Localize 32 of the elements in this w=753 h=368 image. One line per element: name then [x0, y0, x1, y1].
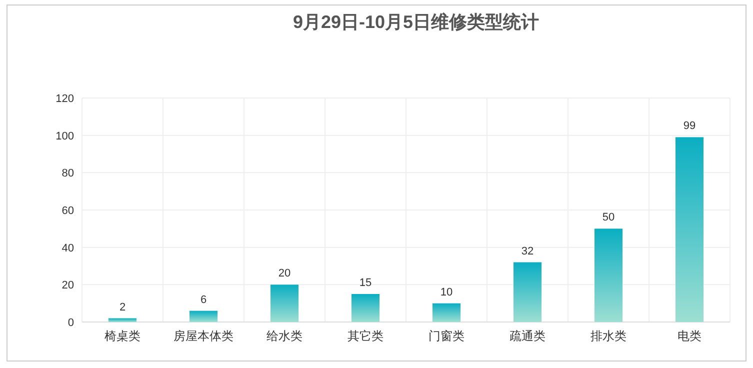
y-tick-label: 120	[56, 93, 74, 105]
y-tick-label: 100	[56, 130, 74, 142]
data-label: 10	[440, 286, 453, 298]
x-tick-label: 其它类	[348, 329, 384, 343]
bar	[676, 137, 704, 322]
data-label: 99	[683, 120, 696, 132]
data-label: 6	[200, 294, 207, 306]
x-tick-label: 排水类	[590, 329, 626, 343]
bar	[594, 228, 622, 322]
bar	[270, 284, 298, 322]
bar	[514, 262, 542, 322]
y-tick-label: 80	[62, 168, 74, 180]
x-tick-label: 电类	[678, 329, 702, 343]
y-tick-label: 20	[62, 280, 74, 292]
data-label: 2	[119, 301, 126, 314]
x-tick-label: 疏通类	[510, 329, 546, 343]
y-tick-label: 60	[62, 205, 74, 217]
y-tick-label: 40	[62, 242, 74, 254]
bar	[432, 303, 460, 322]
x-tick-label: 椅桌类	[104, 329, 140, 343]
data-label: 15	[359, 277, 372, 289]
data-label: 32	[521, 245, 534, 258]
chart-title: 9月29日-10月5日维修类型统计	[292, 12, 540, 32]
x-tick-label: 门窗类	[428, 329, 464, 343]
bar	[352, 294, 380, 322]
bar	[190, 310, 218, 322]
data-label: 50	[602, 212, 615, 224]
x-tick-label: 给水类	[266, 329, 302, 343]
data-label: 20	[278, 268, 291, 280]
x-tick-label: 房屋本体类	[174, 329, 234, 343]
bar	[108, 318, 136, 322]
y-tick-label: 0	[68, 317, 74, 329]
